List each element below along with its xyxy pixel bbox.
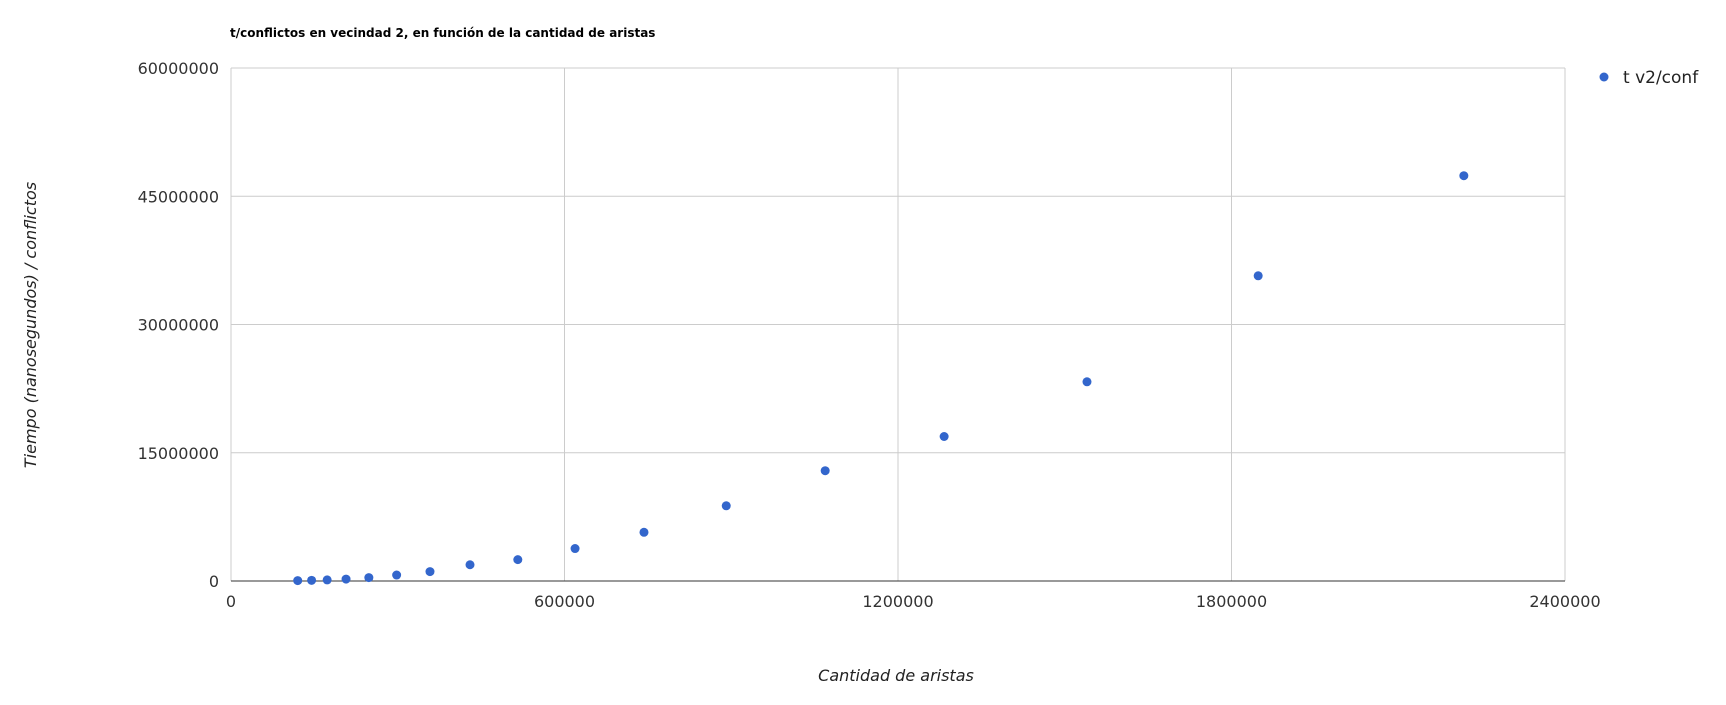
legend-label: t v2/conf <box>1623 68 1699 88</box>
gridlines <box>230 67 1566 582</box>
x-tick-label: 600000 <box>534 592 595 611</box>
data-points <box>293 171 1469 586</box>
data-point <box>307 575 317 585</box>
data-point <box>341 574 351 584</box>
data-point <box>939 432 949 442</box>
data-point <box>820 466 830 476</box>
y-tick-label: 30000000 <box>138 316 219 335</box>
data-point <box>465 560 475 570</box>
data-point <box>425 567 435 577</box>
y-axis-title: Tiempo (nanosegundos) / conflictos <box>21 182 40 468</box>
data-point <box>1253 271 1263 281</box>
x-tick-label: 1200000 <box>862 592 933 611</box>
data-point <box>1459 171 1469 181</box>
x-axis-title: Cantidad de aristas <box>818 666 974 685</box>
tick-labels: 0 15000000 30000000 45000000 60000000 0 600000… <box>138 59 1601 611</box>
data-point <box>322 575 332 585</box>
chart-title: t/conflictos en vecindad 2, en función d… <box>230 26 655 40</box>
legend: t v2/conf <box>1599 68 1699 88</box>
x-tick-label: 0 <box>226 592 236 611</box>
x-tick-label: 1800000 <box>1196 592 1267 611</box>
y-tick-label: 15000000 <box>138 444 219 463</box>
data-point <box>639 527 649 537</box>
data-point <box>1082 377 1092 387</box>
data-point <box>513 555 523 565</box>
legend-marker <box>1599 72 1609 82</box>
data-point <box>293 576 303 586</box>
x-tick-label: 2400000 <box>1529 592 1600 611</box>
y-tick-label: 60000000 <box>138 59 219 78</box>
data-point <box>570 544 580 554</box>
data-point <box>721 501 731 511</box>
y-tick-label: 45000000 <box>138 187 219 206</box>
y-tick-label: 0 <box>209 572 219 591</box>
data-point <box>392 570 402 580</box>
data-point <box>364 573 374 583</box>
